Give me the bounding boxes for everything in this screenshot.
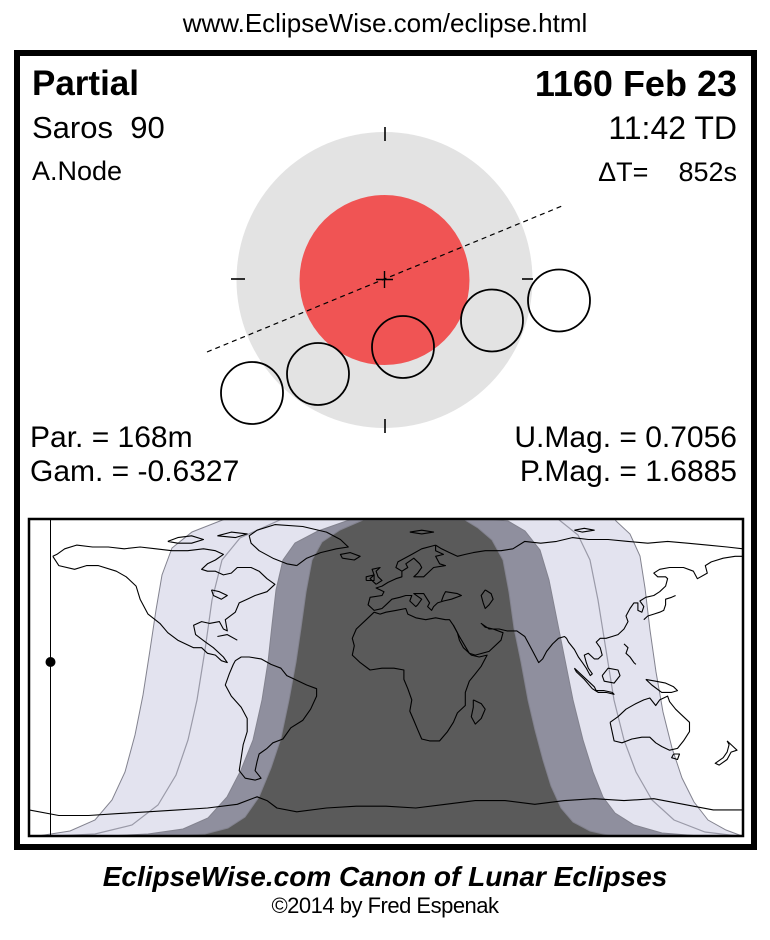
- coastline: [609, 695, 691, 751]
- coastline: [210, 589, 228, 600]
- eclipse-date: 1160 Feb 23: [534, 63, 737, 104]
- page-url-header: www.EclipseWise.com/eclipse.html: [182, 8, 588, 38]
- ecliptic-dashed-line: [206, 205, 563, 353]
- coastline: [351, 607, 488, 742]
- moon-contact-circle: [286, 342, 350, 406]
- coastline: [365, 574, 375, 582]
- coastline: [601, 667, 621, 684]
- coastline: [714, 740, 738, 766]
- coastline: [435, 537, 743, 557]
- moon-contact-circle: [371, 315, 435, 379]
- coastline: [623, 643, 637, 665]
- full-visibility-region: [174, 519, 613, 836]
- moon-contact-circle: [220, 361, 284, 425]
- coastline: [671, 753, 681, 761]
- coastline: [409, 529, 435, 535]
- visibility-contour-line: [54, 519, 283, 836]
- coastline: [480, 589, 494, 610]
- moon-contact-circle: [460, 288, 524, 353]
- copyright-line: ©2014 by Fred Espenak: [271, 893, 499, 918]
- coastline: [167, 535, 205, 544]
- coastline: [339, 552, 361, 561]
- map-border: [27, 517, 745, 838]
- coastline: [401, 545, 447, 578]
- coastline: [643, 594, 676, 621]
- node-label: A.Node: [32, 156, 123, 186]
- coastline: [452, 555, 743, 677]
- coastline: [224, 656, 318, 781]
- coastline: [52, 544, 276, 664]
- canon-title: EclipseWise.com Canon of Lunar Eclipses: [102, 861, 668, 892]
- coastline: [369, 566, 383, 585]
- gamma-stat: Gam. = -0.6327: [30, 455, 240, 488]
- eclipse-type-label: Partial: [32, 64, 139, 103]
- moon-contact-circle: [527, 268, 591, 333]
- visibility-contour-line: [557, 519, 739, 836]
- delta-t-value: ΔT= 852s: [598, 157, 737, 187]
- coastline: [573, 667, 615, 695]
- coastline: [470, 699, 486, 725]
- coastline: [248, 524, 349, 567]
- world-map: [29, 519, 743, 836]
- coastline: [645, 678, 679, 693]
- coastline: [29, 796, 743, 817]
- umbral-magnitude-stat: U.Mag. = 0.7056: [514, 421, 737, 454]
- coastline: [217, 634, 238, 641]
- saros-label: Saros 90: [32, 110, 165, 145]
- zenith-point-dot: [45, 657, 56, 667]
- coastline: [574, 527, 595, 533]
- partial-duration-stat: Par. = 168m: [30, 421, 193, 454]
- penumbral-magnitude-stat: P.Mag. = 1.6885: [519, 455, 737, 488]
- coastline: [367, 544, 462, 611]
- eclipse-time: 11:42 TD: [608, 110, 737, 146]
- coastline: [217, 531, 248, 539]
